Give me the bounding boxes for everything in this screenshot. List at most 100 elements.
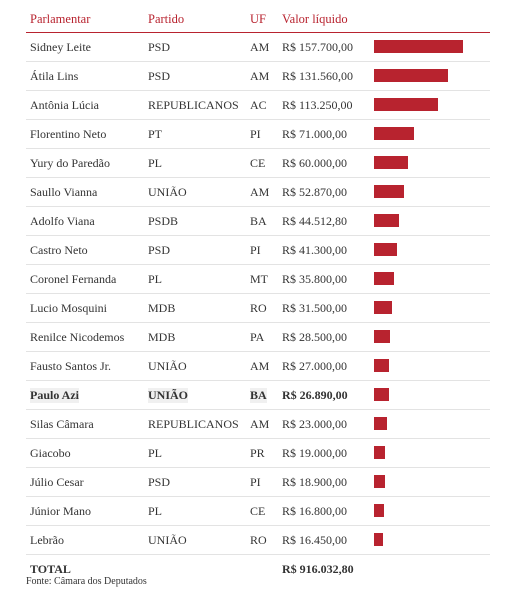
row-value: R$ 19.000,00 (282, 446, 348, 460)
row-value: R$ 18.900,00 (282, 475, 348, 489)
bar-cell (374, 526, 484, 554)
row-name: Fausto Santos Jr. (30, 359, 112, 373)
value-bar (374, 243, 398, 256)
row-value: R$ 41.300,00 (282, 243, 348, 257)
value-bar (374, 417, 387, 430)
row-value: R$ 35.800,00 (282, 272, 348, 286)
row-value: R$ 113.250,00 (282, 98, 353, 112)
row-name: Renilce Nicodemos (30, 330, 125, 344)
expenses-table: Parlamentar Partido UF Valor líquido Sid… (26, 6, 490, 583)
bar-cell (374, 62, 484, 90)
table-body: Sidney Leite PSD AM R$ 157.700,00 Átila Lins… (26, 33, 490, 555)
table-row: Silas Câmara REPUBLICANOS AM R$ 23.000,00 (26, 410, 490, 439)
table-row: Júnior Mano PL CE R$ 16.800,00 (26, 497, 490, 526)
row-name: Yury do Paredão (30, 156, 110, 170)
header-party: Partido (148, 12, 185, 26)
header-uf: UF (250, 12, 266, 26)
row-name: Sidney Leite (30, 40, 91, 54)
row-party: PSD (148, 40, 171, 54)
bar-cell (374, 439, 484, 467)
row-name: Lebrão (30, 533, 64, 547)
row-party: REPUBLICANOS (148, 417, 239, 431)
row-party: MDB (148, 301, 176, 315)
source-note: Fonte: Câmara dos Deputados (26, 576, 147, 587)
bar-cell (374, 381, 484, 409)
value-bar (374, 475, 385, 488)
row-uf: CE (250, 504, 266, 518)
value-bar (374, 69, 449, 82)
row-uf: BA (250, 388, 267, 403)
value-bar (374, 272, 395, 285)
row-value: R$ 44.512,80 (282, 214, 348, 228)
value-bar (374, 301, 392, 314)
row-uf: AM (250, 185, 270, 199)
row-value: R$ 16.800,00 (282, 504, 348, 518)
table-row: Florentino Neto PT PI R$ 71.000,00 (26, 120, 490, 149)
bar-cell (374, 265, 484, 293)
row-party: PL (148, 446, 163, 460)
row-party: PL (148, 504, 163, 518)
row-uf: PR (250, 446, 265, 460)
row-party: PL (148, 156, 163, 170)
table-row: Castro Neto PSD PI R$ 41.300,00 (26, 236, 490, 265)
value-bar (374, 359, 390, 372)
row-name: Júlio Cesar (30, 475, 84, 489)
row-value: R$ 27.000,00 (282, 359, 348, 373)
value-bar (374, 533, 384, 546)
row-value: R$ 26.890,00 (282, 388, 348, 402)
row-party: PSD (148, 243, 171, 257)
row-uf: AM (250, 417, 270, 431)
row-name: Silas Câmara (30, 417, 94, 431)
value-bar (374, 388, 390, 401)
table-row: Átila Lins PSD AM R$ 131.560,00 (26, 62, 490, 91)
bar-cell (374, 91, 484, 119)
row-uf: PI (250, 475, 261, 489)
bar-cell (374, 294, 484, 322)
row-value: R$ 71.000,00 (282, 127, 348, 141)
row-name: Saullo Vianna (30, 185, 98, 199)
row-uf: AM (250, 40, 270, 54)
bar-cell (374, 468, 484, 496)
table-row: Renilce Nicodemos MDB PA R$ 28.500,00 (26, 323, 490, 352)
row-name: Florentino Neto (30, 127, 107, 141)
row-value: R$ 28.500,00 (282, 330, 348, 344)
value-bar (374, 214, 400, 227)
bar-cell (374, 120, 484, 148)
bar-cell (374, 207, 484, 235)
row-party: UNIÃO (148, 388, 189, 403)
table-row: Giacobo PL PR R$ 19.000,00 (26, 439, 490, 468)
table-row: Sidney Leite PSD AM R$ 157.700,00 (26, 33, 490, 62)
table-row: Júlio Cesar PSD PI R$ 18.900,00 (26, 468, 490, 497)
row-uf: AM (250, 69, 270, 83)
table-row: Yury do Paredão PL CE R$ 60.000,00 (26, 149, 490, 178)
row-party: PL (148, 272, 163, 286)
row-uf: AM (250, 359, 270, 373)
row-name: Átila Lins (30, 69, 79, 83)
value-bar (374, 40, 463, 53)
row-name: Paulo Azi (30, 388, 80, 403)
row-party: PSD (148, 475, 171, 489)
table-row: Lebrão UNIÃO RO R$ 16.450,00 (26, 526, 490, 555)
row-value: R$ 16.450,00 (282, 533, 348, 547)
row-party: UNIÃO (148, 185, 187, 199)
bar-cell (374, 178, 484, 206)
row-name: Antônia Lúcia (30, 98, 99, 112)
row-uf: CE (250, 156, 266, 170)
bar-cell (374, 236, 484, 264)
total-label: TOTAL (30, 562, 71, 576)
row-uf: BA (250, 214, 267, 228)
row-value: R$ 131.560,00 (282, 69, 354, 83)
row-uf: PA (250, 330, 265, 344)
row-value: R$ 157.700,00 (282, 40, 354, 54)
row-party: PSDB (148, 214, 179, 228)
row-name: Júnior Mano (30, 504, 91, 518)
value-bar (374, 330, 391, 343)
header-value: Valor líquido (282, 12, 348, 26)
value-bar (374, 504, 384, 517)
header-name: Parlamentar (30, 12, 91, 26)
row-party: UNIÃO (148, 359, 187, 373)
total-value: R$ 916.032,80 (282, 562, 354, 576)
value-bar (374, 446, 385, 459)
value-bar (374, 156, 408, 169)
row-uf: PI (250, 243, 261, 257)
